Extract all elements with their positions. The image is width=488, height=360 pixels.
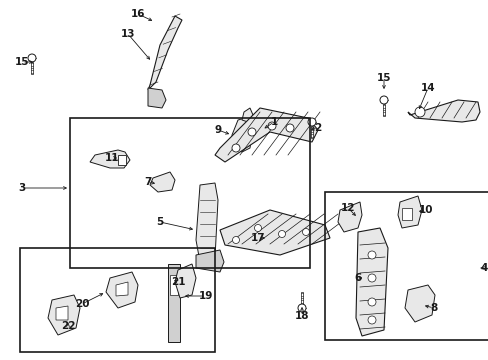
- Circle shape: [367, 274, 375, 282]
- Circle shape: [247, 128, 256, 136]
- Text: 4: 4: [479, 263, 487, 273]
- Circle shape: [278, 230, 285, 238]
- Text: 7: 7: [144, 177, 151, 187]
- Polygon shape: [196, 250, 224, 272]
- Polygon shape: [150, 172, 175, 192]
- Text: 1: 1: [270, 117, 277, 127]
- Text: 8: 8: [429, 303, 437, 313]
- Text: 19: 19: [199, 291, 213, 301]
- Text: 10: 10: [418, 205, 432, 215]
- Text: 13: 13: [121, 29, 135, 39]
- Polygon shape: [148, 16, 182, 90]
- Polygon shape: [196, 183, 218, 262]
- Text: 15: 15: [376, 73, 390, 83]
- Text: 12: 12: [340, 203, 354, 213]
- Text: 5: 5: [156, 217, 163, 227]
- Circle shape: [302, 229, 309, 235]
- Bar: [310, 126, 313, 138]
- Circle shape: [414, 107, 424, 117]
- Circle shape: [254, 225, 261, 231]
- Polygon shape: [337, 202, 361, 232]
- Circle shape: [267, 122, 275, 130]
- Circle shape: [379, 96, 387, 104]
- Polygon shape: [215, 108, 317, 162]
- Text: 20: 20: [75, 299, 89, 309]
- Bar: [20, 248, 215, 352]
- Polygon shape: [56, 306, 68, 320]
- Text: 22: 22: [61, 321, 75, 331]
- Polygon shape: [220, 210, 329, 255]
- Polygon shape: [404, 285, 434, 322]
- Circle shape: [307, 118, 315, 126]
- Text: 11: 11: [104, 153, 119, 163]
- Bar: [382, 104, 385, 116]
- Circle shape: [297, 304, 305, 312]
- Text: 18: 18: [294, 311, 308, 321]
- Bar: [170, 275, 178, 295]
- Circle shape: [28, 54, 36, 62]
- Text: 21: 21: [170, 277, 185, 287]
- Text: 14: 14: [420, 83, 434, 93]
- Circle shape: [367, 316, 375, 324]
- Bar: [300, 292, 303, 304]
- Polygon shape: [231, 118, 251, 152]
- Text: 17: 17: [250, 233, 265, 243]
- Polygon shape: [175, 264, 196, 298]
- Bar: [168, 264, 180, 342]
- Text: 6: 6: [354, 273, 361, 283]
- Text: 15: 15: [15, 57, 29, 67]
- Polygon shape: [116, 282, 128, 296]
- Bar: [70, 118, 309, 268]
- Polygon shape: [401, 208, 411, 220]
- Circle shape: [285, 124, 293, 132]
- Circle shape: [231, 144, 240, 152]
- Text: 3: 3: [19, 183, 25, 193]
- Polygon shape: [48, 295, 80, 335]
- Polygon shape: [148, 88, 165, 108]
- Polygon shape: [118, 155, 126, 165]
- Text: 9: 9: [214, 125, 221, 135]
- Circle shape: [367, 298, 375, 306]
- Bar: [31, 62, 33, 74]
- Text: 16: 16: [130, 9, 145, 19]
- Polygon shape: [355, 228, 387, 336]
- Circle shape: [232, 237, 239, 243]
- Bar: [325, 192, 488, 340]
- Polygon shape: [242, 108, 252, 122]
- Polygon shape: [407, 100, 479, 122]
- Polygon shape: [90, 150, 130, 168]
- Polygon shape: [106, 272, 138, 308]
- Polygon shape: [397, 196, 421, 228]
- Circle shape: [367, 251, 375, 259]
- Text: 2: 2: [314, 123, 321, 133]
